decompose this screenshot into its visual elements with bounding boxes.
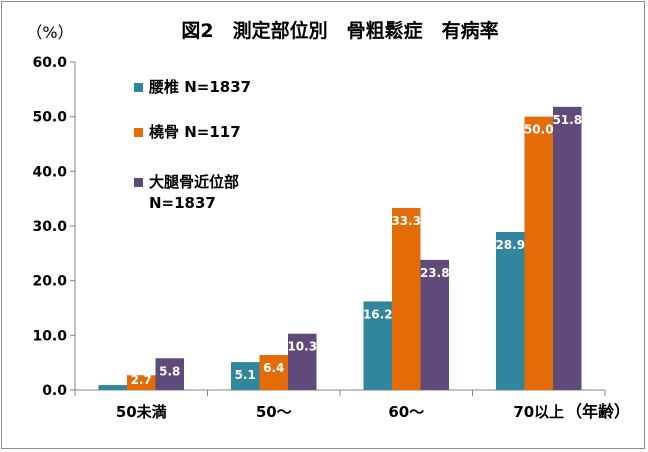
- bar: [524, 116, 553, 391]
- bar: [553, 106, 582, 391]
- bar-data-label: 51.8: [552, 113, 582, 127]
- y-tick-label: 0.0: [42, 383, 67, 399]
- legend-label: 橈骨 N=117: [149, 123, 241, 141]
- bar: [259, 355, 288, 390]
- bar: [98, 385, 127, 390]
- legend-label: 腰椎 N=1837: [148, 78, 251, 96]
- bar: [392, 207, 421, 390]
- bar-data-label: 10.3: [287, 340, 317, 354]
- bar-data-label: 16.2: [363, 307, 393, 321]
- bar-data-label: 23.8: [420, 266, 450, 280]
- legend-label: 大腿骨近位部: [149, 173, 239, 191]
- x-tick-label: 60〜: [388, 403, 424, 421]
- x-tick-label: 70以上: [513, 403, 564, 421]
- bar-data-label: 6.4: [263, 361, 284, 375]
- bar-data-label: 5.8: [159, 364, 180, 378]
- x-axis-unit-label: （年齢）: [566, 402, 630, 421]
- legend-swatch: [134, 83, 143, 92]
- bar: [420, 259, 449, 390]
- bar-data-label: 28.9: [495, 238, 525, 252]
- bar-data-label: 50.0: [524, 123, 554, 137]
- chart-title: 図2 測定部位別 骨粗鬆症 有病率: [181, 19, 498, 42]
- bar-data-label: 33.3: [391, 214, 421, 228]
- bar: [127, 375, 156, 390]
- y-axis-unit-label: （%）: [26, 23, 73, 42]
- bar: [231, 362, 260, 390]
- bar: [363, 301, 392, 390]
- bar-data-label: 2.7: [131, 373, 152, 387]
- y-tick-label: 20.0: [32, 274, 67, 290]
- y-tick-label: 10.0: [32, 328, 67, 344]
- y-tick-label: 60.0: [32, 55, 67, 71]
- bar: [288, 333, 317, 390]
- bar-data-label: 5.1: [235, 368, 256, 382]
- y-tick-label: 50.0: [32, 110, 67, 126]
- legend-swatch: [134, 178, 143, 187]
- bar: [155, 358, 184, 390]
- bar: [496, 232, 525, 390]
- y-tick-label: 30.0: [32, 219, 67, 235]
- legend-label: N=1837: [149, 194, 216, 212]
- y-tick-label: 40.0: [32, 164, 67, 180]
- x-tick-label: 50〜: [256, 403, 292, 421]
- x-tick-label: 50未満: [116, 403, 167, 421]
- legend-swatch: [134, 128, 143, 137]
